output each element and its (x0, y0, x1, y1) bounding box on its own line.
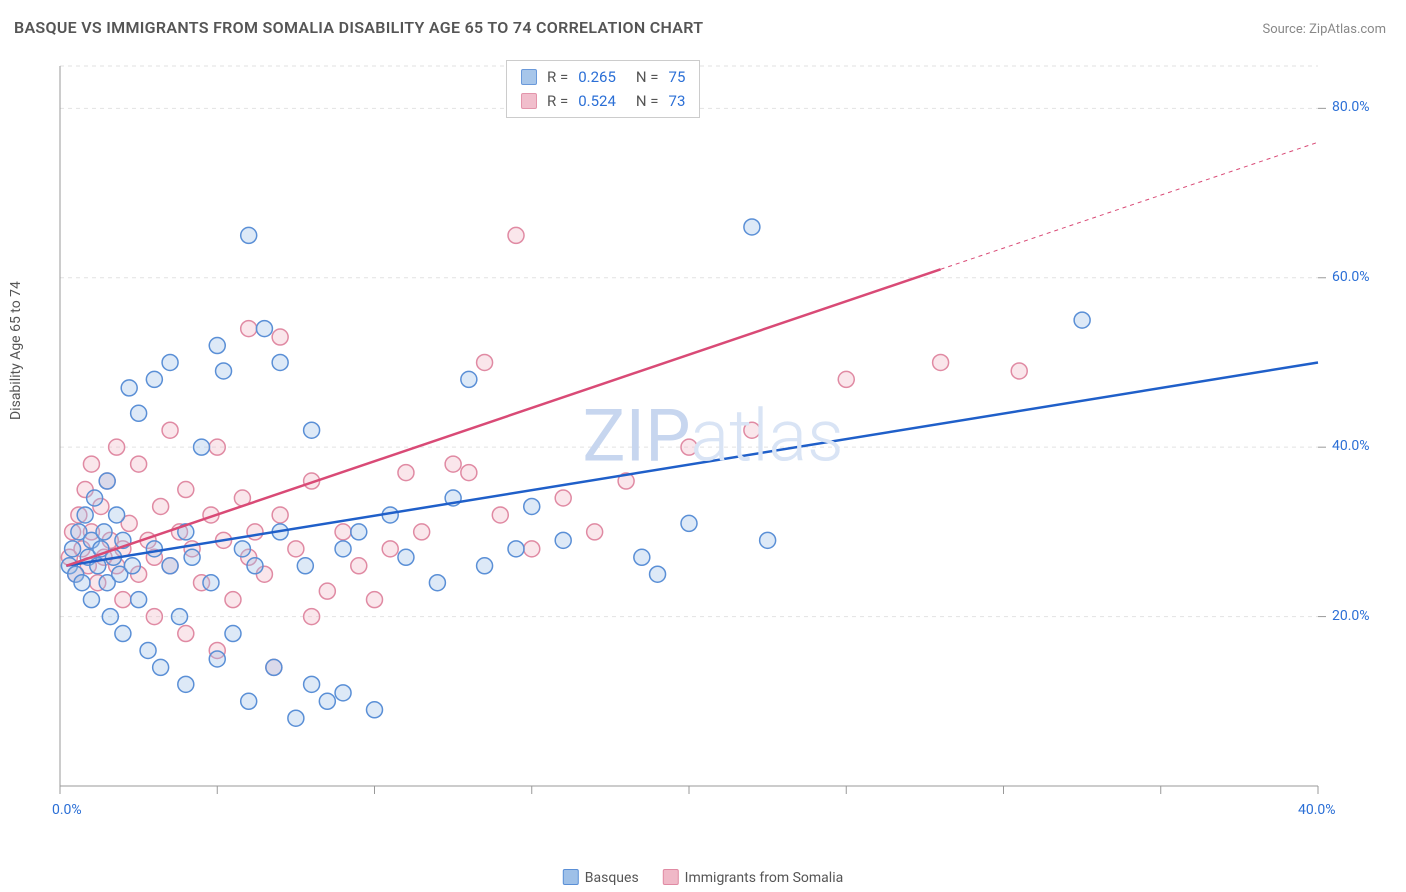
y-tick-label: 80.0% (1332, 99, 1370, 115)
chart-svg (48, 56, 1378, 816)
y-tick-label: 40.0% (1332, 438, 1370, 454)
stats-r-label: R = (547, 92, 568, 110)
bottom-legend: Basques Immigrants from Somalia (563, 869, 843, 886)
legend-swatch-icon (663, 869, 679, 885)
stats-r-value: 0.265 (578, 68, 616, 86)
y-axis-label: Disability Age 65 to 74 (8, 281, 24, 420)
stats-r-label: R = (547, 68, 568, 86)
stats-n-label: N = (636, 92, 659, 110)
stats-row: R = 0.265 N = 75 (507, 65, 699, 89)
source-label: Source: ZipAtlas.com (1262, 22, 1386, 37)
stats-legend-box: R = 0.265 N = 75 R = 0.524 N = 73 (506, 60, 700, 118)
legend-label: Basques (585, 870, 639, 886)
stats-row: R = 0.524 N = 73 (507, 89, 699, 113)
stats-n-label: N = (636, 68, 659, 86)
legend-item: Basques (563, 869, 639, 886)
legend-swatch-icon (563, 869, 579, 885)
stats-n-value: 75 (669, 68, 686, 86)
stats-r-value: 0.524 (578, 92, 616, 110)
y-tick-label: 20.0% (1332, 608, 1370, 624)
chart-title: BASQUE VS IMMIGRANTS FROM SOMALIA DISABI… (14, 18, 703, 37)
legend-swatch-icon (521, 69, 537, 85)
y-tick-label: 60.0% (1332, 269, 1370, 285)
legend-item: Immigrants from Somalia (663, 869, 844, 886)
legend-label: Immigrants from Somalia (685, 870, 844, 886)
x-tick-label: 0.0% (52, 802, 82, 818)
x-tick-label: 40.0% (1298, 802, 1336, 818)
stats-n-value: 73 (669, 92, 686, 110)
scatter-chart: ZIPatlas R =0.265N =75R =0.524N =73 0.0%… (48, 56, 1378, 816)
legend-swatch-icon (521, 93, 537, 109)
